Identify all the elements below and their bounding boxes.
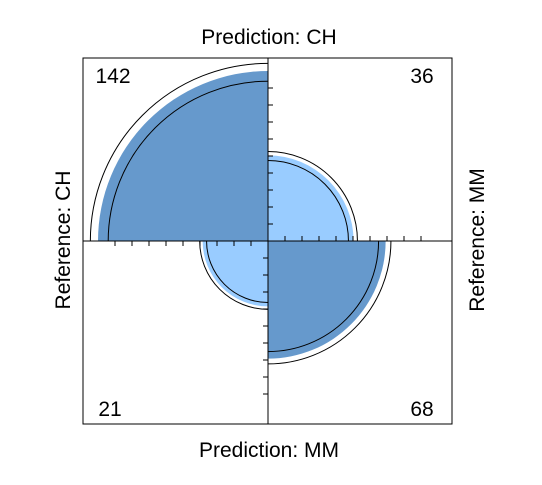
right-label: Reference: MM [466, 168, 489, 312]
cell-bottom-right [267, 240, 392, 365]
count-top-right: 36 [410, 65, 433, 88]
sector-top-left [98, 71, 268, 241]
inner-ring-top-right [267, 160, 349, 242]
cell-top-right [267, 151, 358, 242]
sector-top-right [268, 155, 354, 241]
bottom-label: Prediction: MM [199, 439, 339, 462]
left-label: Reference: CH [52, 171, 75, 310]
sector-bottom-right [268, 241, 386, 359]
outer-ring-bottom-left [199, 240, 269, 310]
frame-layer [82, 57, 453, 425]
count-bottom-right: 68 [410, 398, 433, 421]
outer-ring-bottom-right [267, 240, 392, 365]
count-top-left: 142 [95, 65, 130, 88]
outer-ring-top-right [267, 151, 358, 242]
sectors-layer [89, 62, 392, 365]
inner-ring-bottom-left [206, 240, 269, 303]
inner-ring-top-left [107, 80, 269, 242]
top-label: Prediction: CH [201, 26, 336, 49]
cell-bottom-left [199, 240, 269, 310]
cell-top-left [89, 62, 269, 242]
count-bottom-left: 21 [98, 398, 121, 421]
inner-ring-bottom-right [267, 240, 380, 353]
outer-ring-top-left [89, 62, 269, 242]
sector-bottom-left [202, 241, 268, 307]
